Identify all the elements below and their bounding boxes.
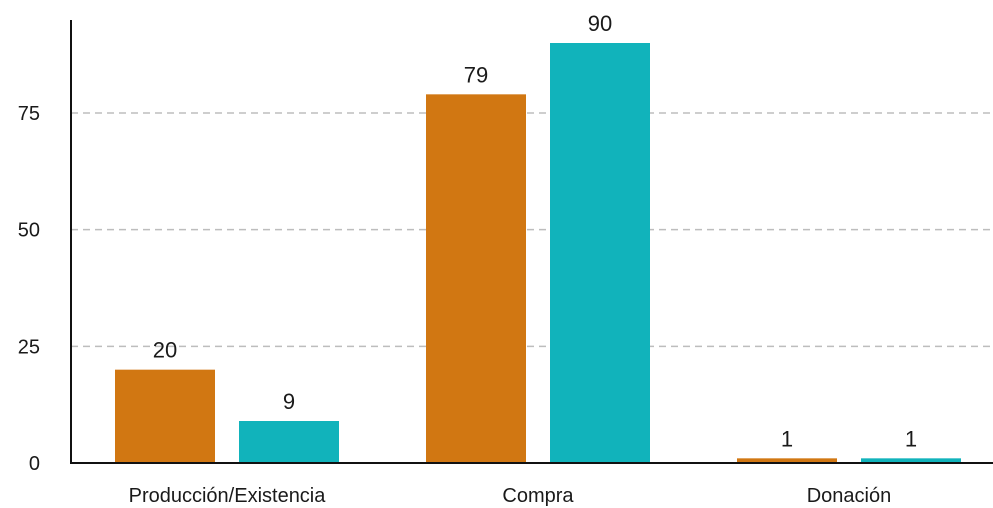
bar-series-2 (550, 43, 650, 463)
y-axis-ticks: 0 25 50 75 (18, 103, 40, 475)
bar-series-2 (861, 458, 961, 463)
bar-value-label: 90 (588, 11, 612, 36)
bar-series-2 (239, 421, 339, 463)
x-axis-categories: Producción/Existencia Compra Donación (129, 485, 892, 507)
gridlines (71, 112, 993, 348)
y-tick-label: 0 (29, 453, 40, 475)
bar-value-label: 9 (283, 389, 295, 414)
x-category-label: Compra (502, 485, 574, 507)
bars (115, 43, 961, 463)
bar-series-1 (737, 458, 837, 463)
data-labels: 20 9 79 90 1 1 (153, 11, 917, 451)
bar-series-1 (115, 369, 215, 463)
bar-series-1 (426, 94, 526, 463)
y-tick-label: 25 (18, 336, 40, 358)
bar-value-label: 1 (905, 426, 917, 451)
bar-value-label: 20 (153, 338, 177, 363)
bar-value-label: 79 (464, 62, 488, 87)
x-category-label: Donación (807, 485, 892, 507)
y-tick-label: 50 (18, 220, 40, 242)
bar-value-label: 1 (781, 426, 793, 451)
x-category-label: Producción/Existencia (129, 485, 327, 507)
y-tick-label: 75 (18, 103, 40, 125)
